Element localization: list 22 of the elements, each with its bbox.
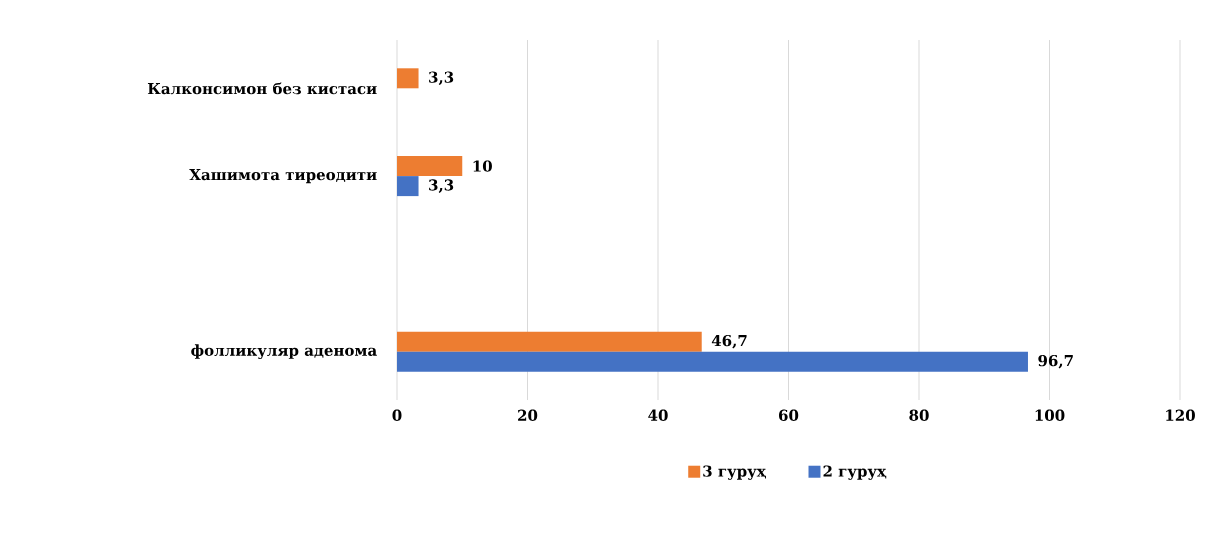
data-label: 3,3 <box>429 71 454 86</box>
bar <box>397 68 419 89</box>
y-tick-label: Калконсимон без кистаси <box>147 82 377 95</box>
data-label: 10 <box>473 160 492 172</box>
x-tick-label: 0 <box>392 409 402 421</box>
legend-label: 2 гуруҳ <box>823 465 887 480</box>
bar <box>397 156 463 177</box>
x-tick-label: 40 <box>648 409 668 421</box>
x-tick-label: 80 <box>909 409 929 421</box>
x-tick-label: 120 <box>1166 409 1195 421</box>
x-tick-label: 60 <box>779 409 799 421</box>
x-tick-label: 100 <box>1035 409 1065 421</box>
y-tick-label: фолликуляр аденома <box>191 344 377 360</box>
bar <box>397 351 1028 372</box>
bar <box>397 331 702 352</box>
x-tick-label: 20 <box>518 409 538 421</box>
data-label: 46,7 <box>711 334 747 349</box>
data-label: 96,7 <box>1038 354 1073 369</box>
legend-label: 3 гуруҳ <box>703 465 766 480</box>
y-tick-label: Хашимота тиреодити <box>189 169 377 184</box>
bar <box>397 176 419 197</box>
data-label: 3,3 <box>429 179 454 193</box>
